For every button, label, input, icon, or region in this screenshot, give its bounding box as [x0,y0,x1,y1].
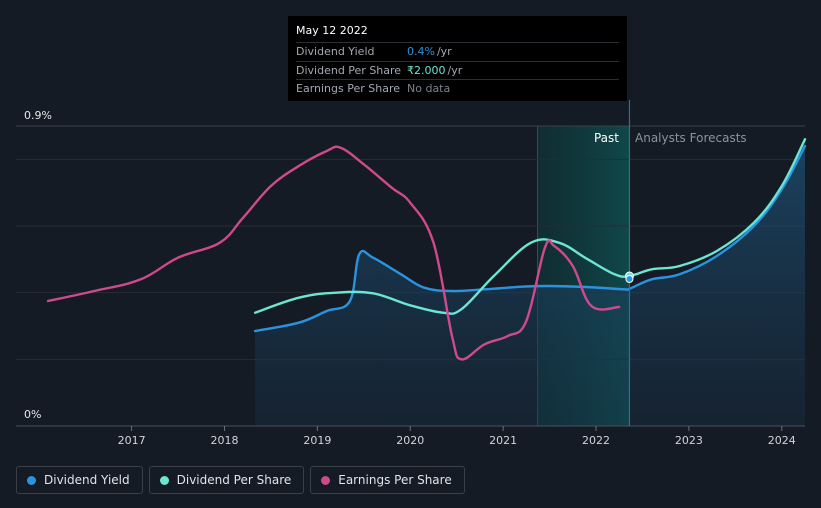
dividend-yield-dot-icon [27,475,36,485]
y-tick-label-top: 0.9% [24,109,52,122]
y-tick-label-bottom: 0% [24,408,41,421]
tooltip-label: Dividend Per Share [296,63,402,77]
earnings-per-share-dot-icon [321,475,331,485]
legend-item-dividend-yield[interactable]: Dividend Yield [16,466,143,494]
x-tick-label: 2021 [489,434,517,447]
tooltip-row-dividend-yield: Dividend Yield 0.4% /yr [296,42,619,61]
forecast-label: Analysts Forecasts [635,131,747,145]
dividend-per-share-dot-icon [159,475,169,485]
x-tick-label: 2020 [396,434,424,447]
x-tick-label: 2019 [303,434,331,447]
tooltip-value: 0.4% [407,45,435,59]
tooltip-unit: /yr [447,63,463,77]
tooltip-unit: /yr [436,45,452,59]
legend: Dividend Yield Dividend Per Share Earnin… [16,466,465,494]
dividend-yield-line [253,144,807,333]
legend-item-dividend-per-share[interactable]: Dividend Per Share [148,466,305,494]
tooltip-value: No data [407,82,451,96]
x-tick-label: 2017 [118,434,146,447]
dividend-per-share-line [253,138,807,315]
earnings-per-share-line [46,145,621,361]
legend-label: Dividend Yield [44,473,130,487]
dividend-yield-area [255,146,806,426]
x-tick-label: 2024 [768,434,796,447]
dividend-yield-point [625,275,634,283]
tooltip-label: Earnings Per Share [296,82,401,96]
tooltip-row-earnings-per-share: Earnings Per Share No data [296,79,619,98]
past-label: Past [594,131,619,145]
tooltip-date: May 12 2022 [296,24,368,37]
legend-item-earnings-per-share[interactable]: Earnings Per Share [310,466,465,494]
tooltip-value: ₹2.000 [407,63,446,77]
tooltip-label: Dividend Yield [296,45,375,59]
x-tick-label: 2022 [582,434,610,447]
x-tick-label: 2023 [675,434,703,447]
legend-label: Earnings Per Share [338,473,452,487]
tooltip: May 12 2022 Dividend Yield 0.4% /yr Divi… [288,16,627,101]
tooltip-row-dividend-per-share: Dividend Per Share ₹2.000 /yr [296,60,619,80]
x-tick-label: 2018 [210,434,238,447]
legend-label: Dividend Per Share [176,473,292,487]
